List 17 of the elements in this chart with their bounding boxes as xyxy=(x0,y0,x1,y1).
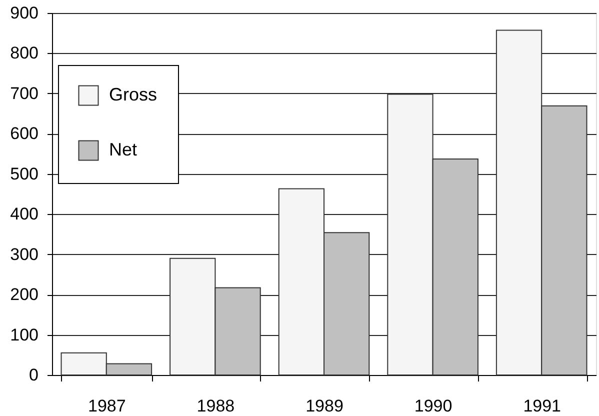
y-tick-label: 0 xyxy=(29,366,38,384)
legend-label: Net xyxy=(109,140,138,160)
y-tick-label: 900 xyxy=(10,4,38,22)
x-tick-label: 1991 xyxy=(523,396,562,416)
y-tick-label: 600 xyxy=(10,124,38,144)
x-tick-label: 1989 xyxy=(306,396,344,416)
x-tick-label: 1990 xyxy=(414,396,452,416)
y-tick-label: 500 xyxy=(10,164,38,184)
y-tick-label: 400 xyxy=(10,204,38,224)
y-tick-label: 300 xyxy=(10,244,38,264)
legend-label: Gross xyxy=(109,84,158,104)
x-tick-label: 1987 xyxy=(88,396,126,416)
y-tick-label: 200 xyxy=(10,285,38,304)
x-tick-label: 1988 xyxy=(196,396,235,416)
y-tick-label: 100 xyxy=(10,325,38,344)
y-tick-label: 800 xyxy=(10,44,38,63)
y-tick-label: 700 xyxy=(10,84,38,103)
